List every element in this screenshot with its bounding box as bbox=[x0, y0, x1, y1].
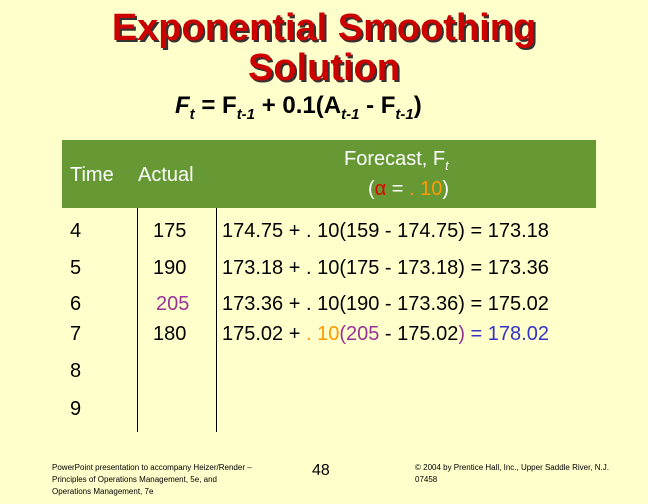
cell-time: 9 bbox=[70, 398, 82, 420]
formula-part: - F bbox=[359, 92, 396, 119]
header-actual: Actual bbox=[138, 164, 194, 186]
page-number: 48 bbox=[312, 462, 330, 479]
cell-time: 8 bbox=[70, 360, 82, 382]
cell-forecast: 173.36 + . 10(190 - 173.36) = 175.02 bbox=[222, 293, 549, 315]
cell-forecast: 173.18 + . 10(175 - 173.18) = 173.36 bbox=[222, 257, 549, 279]
header-time: Time bbox=[70, 164, 114, 186]
text: ( bbox=[368, 178, 375, 200]
text: = 178.02 bbox=[465, 323, 549, 345]
text: ) bbox=[442, 178, 450, 200]
cell-actual: 190 bbox=[153, 257, 187, 279]
text: = bbox=[386, 178, 410, 200]
text: . 10 bbox=[305, 323, 340, 345]
formula-part: + 0.1(A bbox=[255, 92, 342, 119]
formula: Ft = Ft-1 + 0.1(At-1 - Ft-1) bbox=[175, 92, 422, 123]
cell-time: 6 bbox=[70, 293, 82, 315]
formula-part: ) bbox=[413, 92, 422, 119]
cell-time: 5 bbox=[70, 257, 82, 279]
footer-right: © 2004 by Prentice Hall, Inc., Upper Sad… bbox=[415, 463, 609, 484]
cell-actual: 180 bbox=[153, 323, 187, 345]
text: . 10 bbox=[409, 178, 443, 200]
title-line: Solution bbox=[248, 47, 400, 89]
cell-actual: 205 bbox=[156, 293, 190, 315]
text: t bbox=[445, 158, 449, 173]
cell-time: 7 bbox=[70, 323, 82, 345]
header-forecast: Forecast, Ft bbox=[344, 148, 449, 173]
text: ) bbox=[458, 323, 465, 345]
title: Exponential Smoothing Solution bbox=[0, 8, 648, 88]
footer-left: PowerPoint presentation to accompany Hei… bbox=[52, 463, 252, 496]
formula-sub: t-1 bbox=[236, 105, 256, 123]
text: 175.02 + bbox=[222, 323, 306, 345]
formula-sub: t-1 bbox=[341, 105, 360, 123]
text: ( bbox=[339, 323, 346, 345]
cell-actual: 175 bbox=[153, 220, 187, 242]
cell-forecast: 175.02 + . 10(205 - 175.02) = 178.02 bbox=[222, 323, 549, 346]
text: Forecast, F bbox=[344, 148, 446, 170]
column-line bbox=[216, 208, 217, 432]
text: 205 bbox=[346, 323, 380, 345]
formula-part: = F bbox=[194, 92, 237, 119]
cell-time: 4 bbox=[70, 220, 82, 242]
formula-sub: t bbox=[189, 105, 195, 123]
table-header: Time Actual Forecast, Ft (α = . 10) bbox=[62, 140, 596, 208]
header-alpha: (α = . 10) bbox=[368, 178, 449, 201]
column-line bbox=[137, 208, 138, 432]
formula-sub: t-1 bbox=[395, 105, 414, 123]
text: α bbox=[374, 178, 387, 200]
cell-forecast: 174.75 + . 10(159 - 174.75) = 173.18 bbox=[222, 220, 549, 242]
text: - 175.02 bbox=[379, 323, 459, 345]
formula-part: F bbox=[175, 92, 190, 119]
title-line: Exponential Smoothing bbox=[111, 7, 537, 49]
